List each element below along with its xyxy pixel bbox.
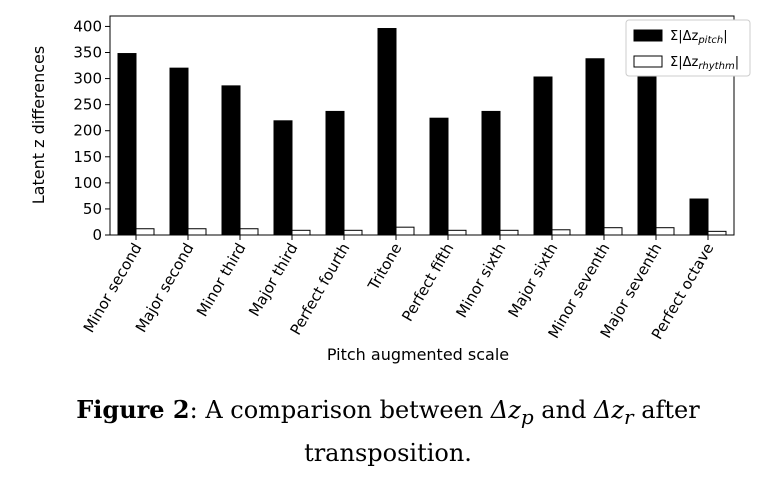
bar-rhythm: [135, 228, 155, 236]
figure-caption: Figure 2: A comparison between Δzp and Δ…: [0, 392, 776, 471]
bar-rhythm: [551, 229, 571, 236]
y-tick-label: 200: [73, 122, 102, 140]
bar-rhythm: [499, 229, 519, 236]
bar-pitch: [273, 120, 293, 236]
y-tick-label: 400: [73, 17, 102, 35]
x-tick-label: Major third: [245, 240, 301, 319]
bar-rhythm: [239, 228, 259, 236]
legend: Σ|Δzpitch| Σ|Δzrhythm|: [625, 19, 751, 77]
caption-math-1-sub: p: [520, 404, 534, 429]
bar-pitch: [325, 110, 345, 236]
bar-rhythm: [655, 227, 675, 236]
caption-text-1: : A comparison between: [189, 396, 491, 424]
bar-pitch: [637, 58, 657, 236]
legend-swatch-rhythm: [633, 55, 663, 68]
caption-text-2: and: [533, 396, 595, 424]
bar-rhythm: [343, 229, 363, 236]
legend-label-rhythm: Σ|Δzrhythm|: [670, 55, 739, 72]
caption-figure-label: Figure 2: [76, 395, 190, 424]
axes-frame: [109, 15, 735, 236]
bar-pitch: [533, 76, 553, 236]
plot-frame: [109, 15, 735, 236]
legend-label-pitch: Σ|Δzpitch|: [670, 29, 728, 46]
bar-chart: 0 50 100 150 200 250 300 350 400 Minor secondMaj…: [29, 15, 751, 364]
caption-line-2: transposition.: [304, 438, 472, 467]
x-tick-label: Major sixth: [505, 240, 562, 321]
y-tick-label: 350: [73, 44, 102, 62]
x-tick-label: Minor sixth: [452, 240, 509, 321]
caption-math-2-sub: r: [624, 404, 634, 429]
caption-math-2: Δz: [594, 396, 625, 424]
bar-pitch: [429, 117, 449, 236]
bar-rhythm: [187, 228, 207, 236]
caption-text-3: after: [633, 396, 700, 424]
y-tick-label: 300: [73, 70, 102, 88]
bar-pitch: [377, 28, 397, 236]
bar-pitch: [169, 67, 189, 236]
y-tick-label: 250: [73, 96, 102, 114]
y-axis-label: Latent z differences: [29, 46, 48, 204]
legend-swatch-pitch: [633, 29, 663, 42]
y-tick-label: 0: [92, 226, 102, 244]
x-axis-label: Pitch augmented scale: [327, 345, 509, 364]
bar-pitch: [481, 110, 501, 236]
bar-rhythm: [395, 226, 415, 236]
y-axis-ticks: 0 50 100 150 200 250 300 350 400: [73, 17, 110, 244]
bar-rhythm: [707, 230, 727, 236]
y-tick-label: 100: [73, 174, 102, 192]
bar-pitch: [585, 58, 605, 236]
bars: [117, 28, 727, 236]
caption-math-1: Δz: [490, 396, 521, 424]
x-tick-label: Perfect fifth: [398, 240, 457, 324]
caption-line-1: Figure 2: A comparison between Δzp and Δ…: [0, 392, 776, 435]
y-tick-label: 150: [73, 148, 102, 166]
bar-pitch: [689, 198, 709, 236]
y-tick-label: 50: [83, 200, 102, 218]
x-tick-label: Tritone: [364, 240, 406, 294]
bar-pitch: [117, 53, 137, 236]
x-tick-label: Minor third: [193, 240, 249, 320]
bar-pitch: [221, 85, 241, 236]
bar-rhythm: [603, 227, 623, 236]
bar-rhythm: [291, 229, 311, 236]
bar-rhythm: [447, 229, 467, 236]
